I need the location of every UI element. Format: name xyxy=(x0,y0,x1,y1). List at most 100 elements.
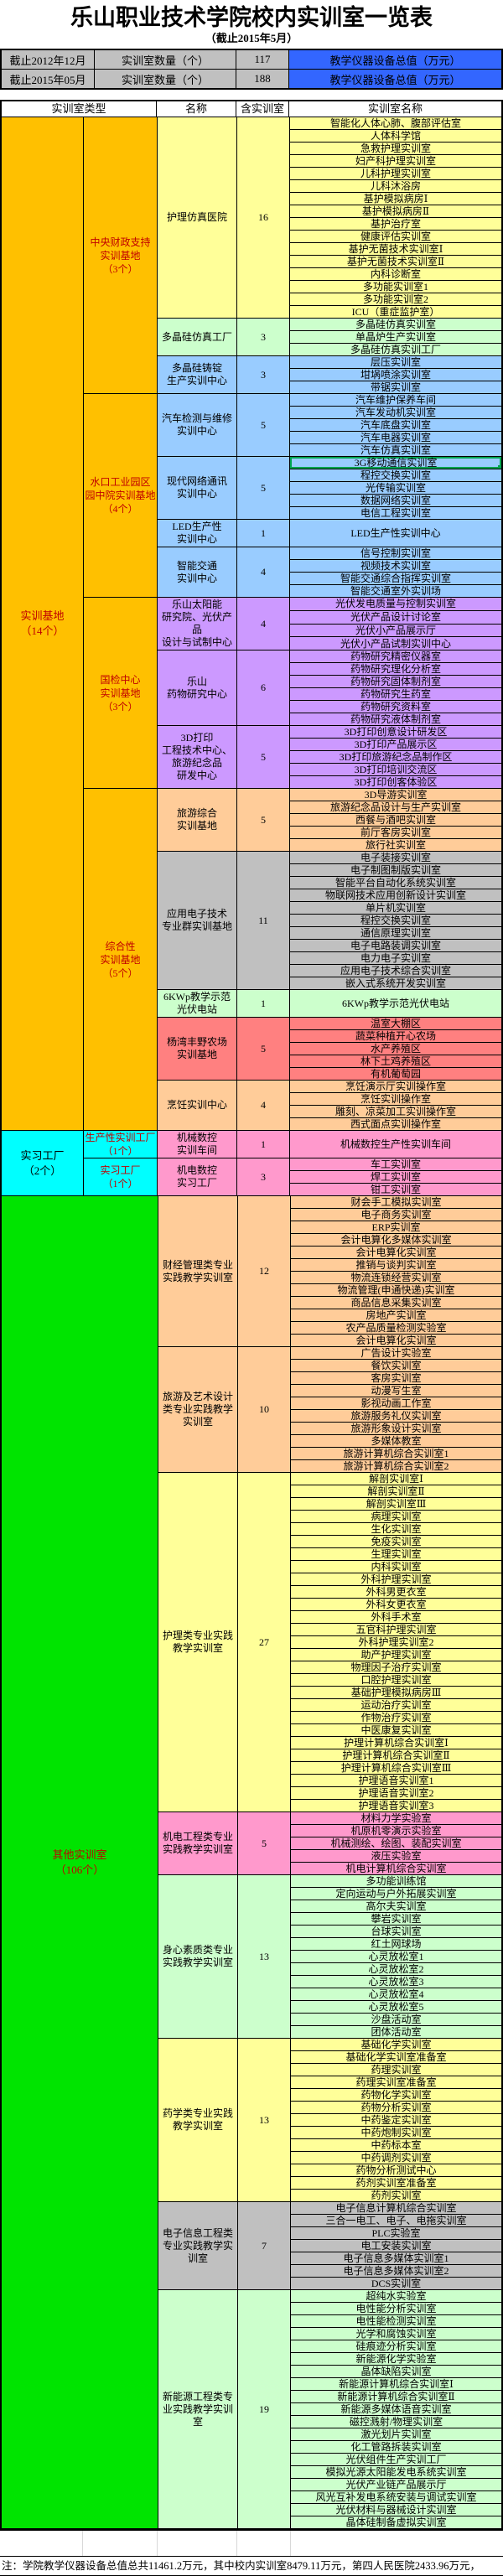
selected-room-cell[interactable]: 3G移动通信实训室 xyxy=(290,457,501,469)
room-cell: 汽车电器实训室 xyxy=(290,432,501,444)
section-type-cell: 实训基地 （14个） xyxy=(2,117,84,1131)
room-cell: 药物研究资料室 xyxy=(290,701,501,713)
room-cell: 中药标本室 xyxy=(291,2139,501,2152)
subsection: 综合性 实训基地 （5个） 旅游综合 实训基地 5 3D导游实训室 旅游纪念品设计与生产… xyxy=(84,789,501,1131)
group-name-cell: 机电工程类专业实践教学实训室 xyxy=(158,1812,238,1875)
group-list: 汽车检测与维修 实训中心 5 汽车维护保养车间 汽车发动机实训室 汽车底盘实训室 汽车电器… xyxy=(158,394,501,598)
room-cell: 3D打印培训交流区 xyxy=(290,764,501,776)
room-cell: 攀岩实训室 xyxy=(291,1913,501,1926)
room-cell: 智能化人体心肺、腹部评估室 xyxy=(290,117,501,130)
training-group-row: 烹饪实训中心 4 烹饪演示厅实训操作室 烹饪实训操作室 雕刻、凉菜加工实训操作室 西式面点… xyxy=(158,1081,501,1131)
training-group-row: 智能交通 实训中心 4 信号控制实训室 视频技术实训室 智能交通综合指挥实训室 智能交通室… xyxy=(158,547,501,598)
room-cell: 新能源计算机综合实训室Ⅱ xyxy=(291,2391,501,2403)
room-cell: 材料力学实验室 xyxy=(291,1812,501,1825)
room-cell: 智能交通综合指挥实训室 xyxy=(290,573,501,585)
room-cell: 汽车底盘实训室 xyxy=(290,419,501,432)
room-cell: 心灵放松室5 xyxy=(291,2001,501,2014)
summary-label: 实训室数量（个） xyxy=(95,70,236,88)
room-cell: 机械测绘、绘图、装配实训室 xyxy=(291,1837,501,1850)
room-cell: 光伏小产品试制实训中心 xyxy=(290,637,501,650)
room-cell: 药剂实训室 xyxy=(291,2190,501,2202)
group-count-cell: 11 xyxy=(237,852,290,990)
room-cell: 智能平台自动化系统实训室 xyxy=(290,877,501,889)
room-cell: 中药调剂实训室 xyxy=(291,2152,501,2164)
summary-count: 117 xyxy=(236,50,289,70)
room-cell: 电子装接实训室 xyxy=(290,852,501,864)
section-type-cell: 其他实训室 （106个） xyxy=(2,1196,158,2529)
group-count-cell: 13 xyxy=(238,1875,291,2039)
room-cell: 车工实训室 xyxy=(290,1158,501,1171)
group-name-cell: 多晶硅仿真工厂 xyxy=(158,319,237,356)
training-group-row: 杨湾丰野农场 实训基地 5 温室大棚区 蔬菜种植开心农场 水产养殖区 林下土鸡养殖区 有机葡… xyxy=(158,1018,501,1081)
group-list: 机械数控 实训车间 1 机械数控生产性实训车间 xyxy=(158,1131,501,1158)
room-cell: 影视动画工作室 xyxy=(291,1397,501,1410)
subsections: 中央财政支持 实训基地 （3个） 护理仿真医院 16 智能化人体心肺、腹部评估室 人体科… xyxy=(84,117,501,1131)
room-cell: 前厅客房实训室 xyxy=(290,827,501,839)
subsection-type-cell: 中央财政支持 实训基地 （3个） xyxy=(84,117,158,394)
room-cell: 基护无菌技术实训室Ⅰ xyxy=(290,243,501,256)
room-cell: 作物治疗实训室 xyxy=(291,1712,501,1724)
training-group-row: 旅游及艺术设计类专业实践教学实训室 10 广告设计实验室 餐饮实训室 客房实训室 动漫写生… xyxy=(158,1347,501,1473)
group-name-cell: 机械数控 实训车间 xyxy=(158,1131,237,1158)
subsection: 实习工厂 （1个） 机电数控 实习工厂 3 车工实训室 焊工实训室 钳工实训室 xyxy=(84,1158,501,1196)
room-cell: 坩埚喷涂实训室 xyxy=(290,369,501,381)
group-count-cell: 1 xyxy=(237,520,290,547)
room-cell: 超纯水实验室 xyxy=(291,2290,501,2303)
room-cell: 蔬菜种植开心农场 xyxy=(290,1030,501,1043)
room-cell: 通信原理实训室 xyxy=(290,927,501,940)
room-cell: 定向运动与户外拓展实训室 xyxy=(291,1888,501,1900)
room-cell: 药物研究精密仪器室 xyxy=(290,650,501,663)
room-cell: 电子信息多媒体实训室1 xyxy=(291,2252,501,2265)
room-cell: 旅游计算机综合实训室1 xyxy=(291,1448,501,1460)
room-cell: 护理计算机综合实训室Ⅲ xyxy=(291,1762,501,1775)
room-cell: 广告设计实验室 xyxy=(291,1347,501,1360)
group-count-cell: 1 xyxy=(237,990,290,1018)
room-cell: 电性能检测实训室 xyxy=(291,2315,501,2328)
empty-grid-row xyxy=(0,2531,503,2556)
page-subtitle: （截止2015年5月） xyxy=(205,32,298,44)
group-name-cell: 汽车检测与维修 实训中心 xyxy=(158,394,237,457)
group-count-cell: 3 xyxy=(237,319,290,356)
room-cell: 免疫实训室 xyxy=(291,1536,501,1548)
room-cell: 旅游纪念品设计与生产实训室 xyxy=(290,801,501,814)
room-cell: 3D打印旅游纪念品制作区 xyxy=(290,751,501,764)
room-cell: 新能源计算机综合实训室Ⅰ xyxy=(291,2378,501,2391)
room-cell: 基护无菌技术实训室Ⅱ xyxy=(290,256,501,268)
room-cell: 会计电算化多媒体实训室 xyxy=(291,1234,501,1247)
room-cell: 西式面点实训操作室 xyxy=(290,1118,501,1131)
room-cell: 旅游计算机综合实训室2 xyxy=(291,1460,501,1473)
room-cell: 三合一电工、电子、电拖实训室 xyxy=(291,2215,501,2227)
group-name-cell: 现代网络通讯 实训中心 xyxy=(158,457,237,520)
room-cell: 新能源化学实验室 xyxy=(291,2353,501,2366)
header-type: 实训室类型 xyxy=(2,101,157,117)
group-name-cell: 机电数控 实习工厂 xyxy=(158,1158,237,1196)
room-cell: 3D打印创客体验区 xyxy=(290,776,501,789)
room-cell: 口腔护理实训室 xyxy=(291,1674,501,1687)
room-cell: 应用电子技术综合实训室 xyxy=(290,965,501,977)
room-cell: 推销与谈判实训室 xyxy=(291,1259,501,1272)
room-cell: 层压实训室 xyxy=(290,356,501,369)
room-cell: 程控交换实训室 xyxy=(290,915,501,927)
room-cell: 基护治疗室 xyxy=(290,218,501,231)
room-cell: 多功能训练馆 xyxy=(291,1875,501,1888)
table-section: 实训基地 （14个） 中央财政支持 实训基地 （3个） 护理仿真医院 16 智能化人体心… xyxy=(2,117,501,1131)
group-name-cell: 杨湾丰野农场 实训基地 xyxy=(158,1018,237,1081)
room-cell: 激光划片实训室 xyxy=(291,2428,501,2441)
room-cell: 6KWp教学示范光伏电站 xyxy=(290,990,501,1018)
training-group-row: 护理仿真医院 16 智能化人体心肺、腹部评估室 人体科学馆 急救护理实训室 妇产科护理实训… xyxy=(158,117,501,319)
room-cell: 生理实训室 xyxy=(291,1548,501,1561)
room-cell: 心灵放松室3 xyxy=(291,1976,501,1988)
room-cell: 电子信息计算机综合实训室 xyxy=(291,2202,501,2215)
room-cell: 病理实训室 xyxy=(291,1511,501,1523)
group-list: 护理仿真医院 16 智能化人体心肺、腹部评估室 人体科学馆 急救护理实训室 妇产科护理实训… xyxy=(158,117,501,394)
group-count-cell: 5 xyxy=(237,457,290,520)
room-cell: 解剖实训室Ⅰ xyxy=(291,1473,501,1485)
room-cell: 化工管路拆装实训室 xyxy=(291,2441,501,2454)
training-group-row: 6KWp教学示范 光伏电站 1 6KWp教学示范光伏电站 xyxy=(158,990,501,1018)
group-count-cell: 5 xyxy=(237,1018,290,1081)
room-cell: 雕刻、凉菜加工实训操作室 xyxy=(290,1106,501,1118)
room-cell: 信号控制实训室 xyxy=(290,547,501,560)
room-cell: 急救护理实训室 xyxy=(290,143,501,155)
group-name-cell: 身心素质类专业实践教学实训室 xyxy=(158,1875,238,2039)
